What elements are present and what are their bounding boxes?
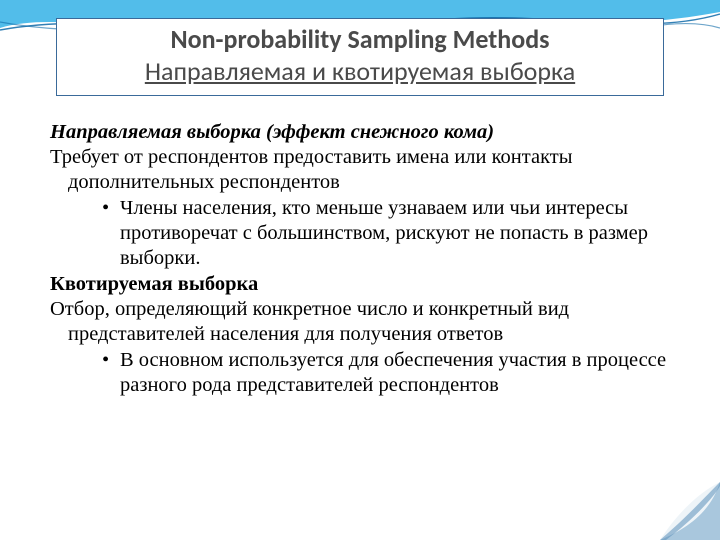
content-region: Направляемая выборка (эффект снежного ко… (30, 120, 690, 398)
section2-bullet: •В основном используется для обеспечения… (50, 348, 682, 398)
corner-curl-icon (660, 482, 720, 540)
section1-heading: Направляемая выборка (эффект снежного ко… (50, 120, 682, 145)
slide-container: Non-probability Sampling Methods Направл… (0, 0, 720, 540)
title-line1: Non-probability Sampling Methods (67, 25, 652, 55)
bullet-icon: • (102, 196, 120, 221)
bullet-icon: • (102, 348, 120, 373)
bullet-text: Члены населения, кто меньше узнаваем или… (120, 197, 648, 269)
section1-desc: Требует от респондентов предоставить име… (50, 145, 682, 195)
title-box: Non-probability Sampling Methods Направл… (56, 18, 663, 96)
bullet-text: В основном используется для обеспечения … (120, 349, 666, 396)
title-line2: Направляемая и квотируемая выборка (67, 55, 652, 88)
section2-desc: Отбор, определяющий конкретное число и к… (50, 297, 682, 347)
section1-bullet: •Члены населения, кто меньше узнаваем ил… (50, 196, 682, 271)
section2-heading: Квотируемая выборка (50, 272, 682, 297)
